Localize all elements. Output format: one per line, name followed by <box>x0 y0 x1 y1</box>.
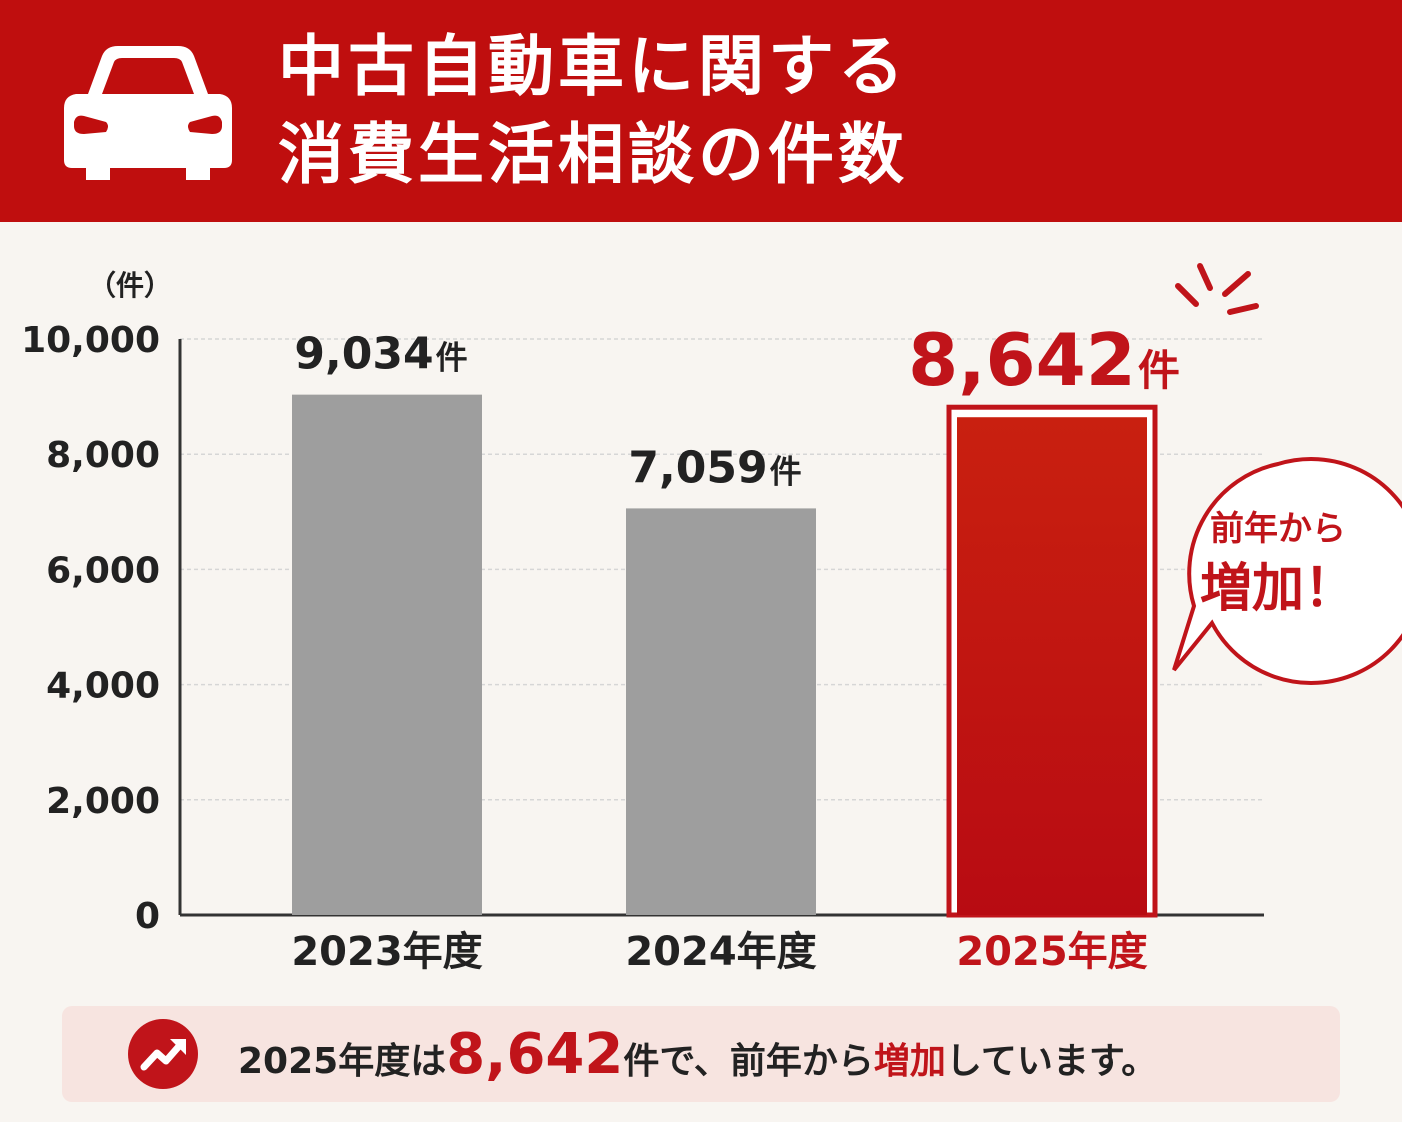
data-label-number: 8,642 <box>908 318 1136 402</box>
data-label: 7,059件 <box>628 442 801 493</box>
page-title-line2: 消費生活相談の件数 <box>278 116 908 193</box>
speech-bubble: 前年から増加！ <box>1172 456 1402 685</box>
y-tick-label: 6,000 <box>46 550 160 591</box>
summary-suffix: しています。 <box>945 1041 1158 1082</box>
x-tick-label: 2023年度 <box>291 929 482 975</box>
bar <box>957 417 1147 915</box>
summary-highlight: 増加 <box>873 1041 946 1082</box>
emphasis-line <box>1227 303 1259 315</box>
y-tick-label: 10,000 <box>21 320 160 361</box>
data-label: 9,034件 <box>294 329 467 380</box>
summary-middle: 件で、前年から <box>623 1041 874 1082</box>
bar <box>292 394 482 915</box>
emphasis-line <box>1175 283 1199 307</box>
y-tick-label: 0 <box>135 896 160 937</box>
bubble-text-line1: 前年から <box>1210 509 1346 549</box>
emphasis-line <box>1222 271 1251 297</box>
page-title-line1: 中古自動車に関する <box>278 28 908 105</box>
y-tick-label: 8,000 <box>46 435 160 476</box>
data-label-number: 9,034 <box>294 329 433 380</box>
speech-bubble-shape <box>1172 456 1402 685</box>
emphasis-line <box>1197 263 1213 291</box>
header-banner: 中古自動車に関する 消費生活相談の件数 <box>0 0 1402 222</box>
summary-prefix: 2025年度は <box>238 1041 447 1082</box>
summary-text: 2025年度は8,642件で、前年から増加しています。 <box>238 1020 1157 1090</box>
y-axis-unit-label: （件） <box>88 269 172 302</box>
data-label: 8,642件 <box>908 318 1180 402</box>
y-tick-label: 4,000 <box>46 666 160 707</box>
trend-up-icon <box>128 1019 198 1089</box>
summary-box: 2025年度は8,642件で、前年から増加しています。 <box>62 1006 1340 1102</box>
y-tick-label: 2,000 <box>46 781 160 822</box>
x-tick-label: 2025年度 <box>956 929 1147 975</box>
car-icon <box>64 46 232 180</box>
data-label-number: 7,059 <box>628 442 767 493</box>
x-tick-label: 2024年度 <box>625 929 816 975</box>
data-label-unit: 件 <box>436 339 468 377</box>
data-label-unit: 件 <box>1138 346 1180 395</box>
bubble-text-line2: 増加！ <box>1200 559 1356 619</box>
data-label-unit: 件 <box>770 452 802 490</box>
summary-number: 8,642 <box>446 1022 624 1087</box>
bar <box>626 508 816 915</box>
bar-chart: 0 2,000 4,000 6,000 8,000 10,000 （件） 2023年度 9,0… <box>21 263 1402 975</box>
